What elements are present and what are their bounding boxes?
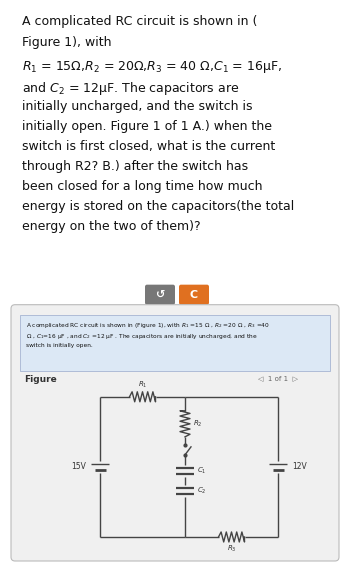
- Text: switch is initially open.: switch is initially open.: [26, 342, 93, 348]
- Text: Ω , $C_1$=16 μF , and $C_2$ =12 μF . The capacitors are initially uncharged, and: Ω , $C_1$=16 μF , and $C_2$ =12 μF . The…: [26, 332, 258, 341]
- Text: $R_1$ = 15Ω,$R_2$ = 20Ω,$R_3$ = 40 Ω,$C_1$ = 16μF,: $R_1$ = 15Ω,$R_2$ = 20Ω,$R_3$ = 40 Ω,$C_…: [22, 59, 282, 75]
- Text: switch is first closed, what is the current: switch is first closed, what is the curr…: [22, 140, 275, 153]
- Text: $C_1$: $C_1$: [197, 466, 206, 476]
- Text: $R_1$: $R_1$: [138, 379, 147, 390]
- FancyBboxPatch shape: [20, 315, 330, 371]
- Text: A complicated RC circuit is shown in (: A complicated RC circuit is shown in (: [22, 15, 257, 28]
- Text: $C_2$: $C_2$: [197, 486, 206, 496]
- Text: Figure: Figure: [24, 375, 57, 384]
- Text: Figure 1), with: Figure 1), with: [22, 36, 112, 49]
- Text: ◁  1 of 1  ▷: ◁ 1 of 1 ▷: [258, 375, 298, 381]
- Text: initially open. Figure 1 of 1 A.) when the: initially open. Figure 1 of 1 A.) when t…: [22, 120, 272, 133]
- Text: initially uncharged, and the switch is: initially uncharged, and the switch is: [22, 100, 252, 113]
- Text: been closed for a long time how much: been closed for a long time how much: [22, 180, 262, 193]
- Text: ↺: ↺: [155, 290, 165, 300]
- FancyBboxPatch shape: [179, 285, 209, 304]
- Text: A complicated RC circuit is shown in (Figure 1), with $R_1$ =15 Ω , $R_2$ =20 Ω : A complicated RC circuit is shown in (Fi…: [26, 321, 270, 330]
- Text: $R_2$: $R_2$: [193, 419, 203, 429]
- Text: 12V: 12V: [292, 462, 307, 471]
- Text: $R_3$: $R_3$: [227, 544, 236, 554]
- Text: and $C_2$ = 12μF. The capacitors are: and $C_2$ = 12μF. The capacitors are: [22, 80, 239, 97]
- FancyBboxPatch shape: [11, 304, 339, 561]
- Text: energy on the two of them)?: energy on the two of them)?: [22, 221, 201, 234]
- Text: through R2? B.) after the switch has: through R2? B.) after the switch has: [22, 160, 248, 174]
- Text: energy is stored on the capacitors(the total: energy is stored on the capacitors(the t…: [22, 200, 294, 213]
- Text: 15V: 15V: [71, 462, 86, 471]
- FancyBboxPatch shape: [145, 285, 175, 304]
- Text: C: C: [190, 290, 198, 300]
